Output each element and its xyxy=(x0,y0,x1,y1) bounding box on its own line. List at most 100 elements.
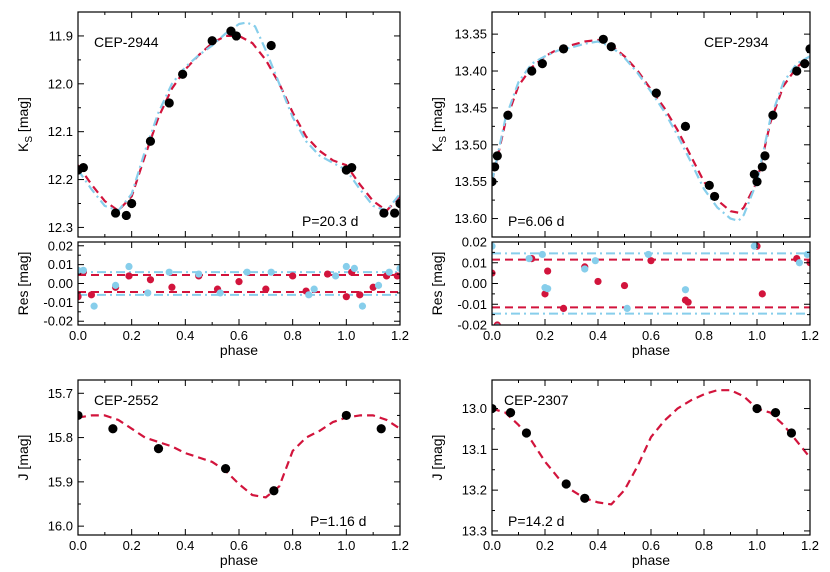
point-lightblue xyxy=(267,268,275,276)
point-lightblue xyxy=(396,264,400,273)
point-red xyxy=(78,293,82,301)
x-tick-label: 0.6 xyxy=(642,328,660,343)
plot-area-p4 xyxy=(492,242,810,325)
x-tick-label: 0.2 xyxy=(536,538,554,553)
plot-area-p3 xyxy=(78,262,400,310)
point-red xyxy=(620,281,629,290)
plot-area-p5 xyxy=(78,410,400,499)
y-tick-label: 13.60 xyxy=(454,211,487,226)
y-tick-label: 15.9 xyxy=(48,474,73,489)
point-red xyxy=(262,285,270,293)
data-point xyxy=(503,110,513,120)
y-tick-label: 0.00 xyxy=(48,276,73,291)
panel-p2: 13.35 13.40 13.45 13.50 13.55 13.60 KS [mag] CE… xyxy=(429,11,811,238)
x-tick-label: 0.4 xyxy=(176,328,194,343)
x-tick-label: 1.0 xyxy=(337,538,355,553)
x-tick-label: 0.2 xyxy=(123,538,141,553)
data-point xyxy=(558,44,569,54)
data-point xyxy=(710,191,720,202)
data-point xyxy=(231,31,241,41)
y-axis-label: J [mag] xyxy=(429,435,445,481)
data-point xyxy=(341,410,351,421)
star-name-label: CEP-2552 xyxy=(94,392,159,408)
period-label: P=20.3 d xyxy=(302,213,358,229)
y-axis-label: Res [mag] xyxy=(429,252,445,316)
point-red xyxy=(684,298,692,306)
y-tick-label: 0.02 xyxy=(462,235,487,250)
panel-p3: 0.0 0.2 0.4 0.6 0.8 1.0 1.2 phase 0.02 0.01 0.00 -0… xyxy=(15,238,409,358)
data-point xyxy=(376,424,386,434)
point-red xyxy=(758,290,766,298)
point-lightblue xyxy=(111,281,120,289)
point-red xyxy=(342,293,350,301)
x-tick-label: 1.2 xyxy=(801,328,819,343)
y-tick-label: 0.00 xyxy=(462,276,487,291)
x-tick-label: 1.2 xyxy=(801,538,819,553)
data-point xyxy=(792,66,802,76)
point-lightblue xyxy=(195,270,203,278)
data-point xyxy=(347,162,357,173)
x-tick-label: 0.6 xyxy=(642,538,660,553)
point-red xyxy=(356,291,364,299)
y-tick-label: 13.45 xyxy=(454,100,487,115)
data-point xyxy=(749,169,759,179)
data-point xyxy=(379,208,389,218)
data-point xyxy=(680,121,691,131)
data-point xyxy=(492,162,500,172)
period-label: P=14.2 d xyxy=(508,513,564,529)
panel-p4: 0.0 0.2 0.4 0.6 0.8 1.0 1.2 phase 0.02 0.01 0.00 -0… xyxy=(429,235,819,359)
data-point xyxy=(606,42,616,52)
star-name-label: CEP-2307 xyxy=(504,392,569,408)
panel-p1: 11.9 12.0 12.1 12.2 12.3 KS [mag] CEP-2944 P=20… xyxy=(15,11,401,238)
data-point xyxy=(390,208,400,218)
y-tick-label: 13.40 xyxy=(454,64,487,79)
point-lightblue xyxy=(644,250,652,259)
data-point xyxy=(110,208,121,218)
data-point xyxy=(768,110,778,120)
x-tick-label: 0.6 xyxy=(230,538,248,553)
y-axis-label: KS [mag] xyxy=(429,97,449,152)
x-tick-label: 0.0 xyxy=(69,328,87,343)
data-point xyxy=(121,210,131,221)
x-tick-label: 0.4 xyxy=(589,538,607,553)
point-red xyxy=(323,270,332,278)
y-axis-label: Res [mag] xyxy=(15,252,31,316)
x-tick-label: 0.0 xyxy=(69,538,87,553)
x-tick-label: 0.4 xyxy=(589,328,607,343)
data-point xyxy=(561,479,571,489)
y-tick-label: 13.2 xyxy=(462,483,487,498)
y-tick-label: 12.0 xyxy=(48,76,73,91)
data-point xyxy=(805,44,810,54)
period-label: P=1.16 d xyxy=(310,513,366,529)
point-lightblue xyxy=(385,268,393,276)
point-lightblue xyxy=(144,289,152,297)
point-lightblue xyxy=(90,302,98,310)
y-tick-label: 13.3 xyxy=(462,523,487,538)
y-axis-label: KS [mag] xyxy=(15,97,35,152)
series-red-dashed xyxy=(78,34,400,212)
point-red xyxy=(235,278,243,286)
data-point xyxy=(760,151,770,161)
x-tick-label: 0.8 xyxy=(284,328,302,343)
point-red xyxy=(146,276,155,284)
plot-area-p1 xyxy=(78,21,400,221)
y-tick-label: 0.02 xyxy=(48,238,73,253)
y-tick-label: 12.2 xyxy=(48,172,73,187)
data-point xyxy=(757,162,767,172)
point-lightblue xyxy=(305,291,313,299)
point-lightblue xyxy=(538,250,546,259)
point-red xyxy=(168,283,176,291)
data-point xyxy=(598,34,608,44)
data-point xyxy=(153,444,164,454)
x-tick-label: 0.8 xyxy=(695,328,713,343)
x-tick-label: 0.4 xyxy=(176,538,194,553)
y-tick-label: 13.1 xyxy=(462,442,487,457)
data-point xyxy=(207,36,217,46)
point-lightblue xyxy=(125,262,133,271)
point-red xyxy=(125,272,133,280)
data-point xyxy=(704,180,714,190)
point-lightblue xyxy=(374,281,383,289)
data-point xyxy=(770,408,781,418)
x-tick-label: 0.8 xyxy=(284,538,302,553)
